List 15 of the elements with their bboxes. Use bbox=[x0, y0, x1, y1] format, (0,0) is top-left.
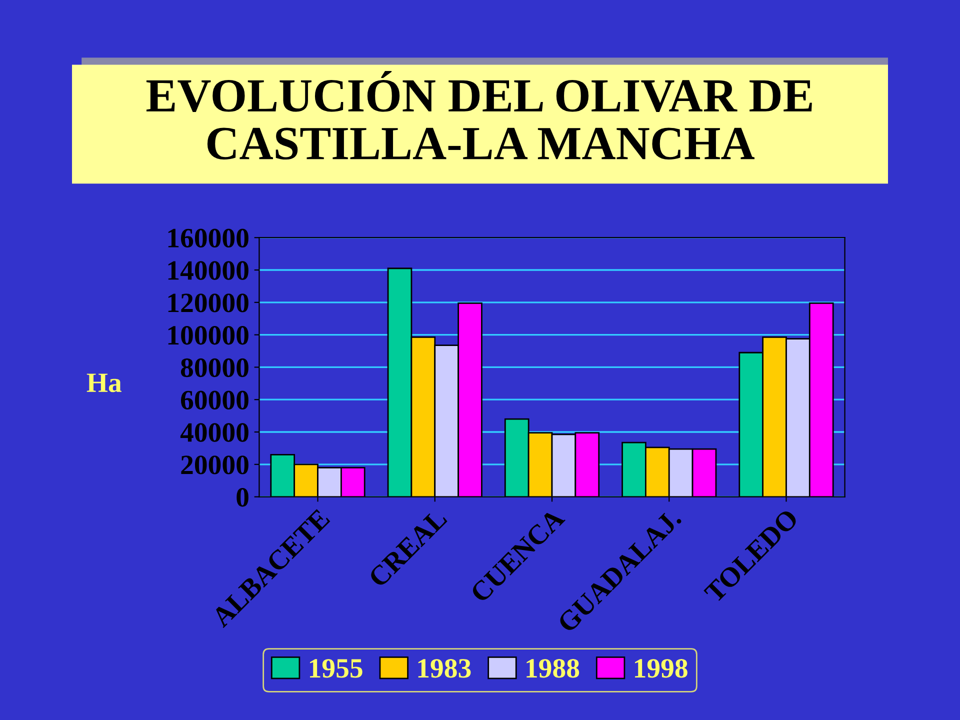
chart-title: EVOLUCIÓN DEL OLIVAR DE CASTILLA-LA MANCHA bbox=[146, 70, 812, 160]
y-tick-label: 40000 bbox=[180, 423, 248, 442]
y-axis-title: Ha bbox=[86, 374, 122, 392]
y-tick-label: 80000 bbox=[180, 358, 248, 378]
y-tick-label: 60000 bbox=[180, 390, 248, 410]
y-tick-label: 140000 bbox=[168, 261, 248, 280]
y-tick-label: 0 bbox=[236, 488, 248, 507]
y-tick-label: 100000 bbox=[168, 326, 248, 345]
y-tick-label: 160000 bbox=[168, 228, 248, 248]
legend-label: 1983 bbox=[418, 658, 471, 678]
y-tick-label: 120000 bbox=[168, 294, 248, 312]
y-tick-label: 20000 bbox=[181, 456, 248, 474]
legend-label: 1998 bbox=[635, 658, 688, 678]
legend-label: 1955 bbox=[310, 659, 362, 678]
legend-label: 1988 bbox=[526, 658, 580, 678]
